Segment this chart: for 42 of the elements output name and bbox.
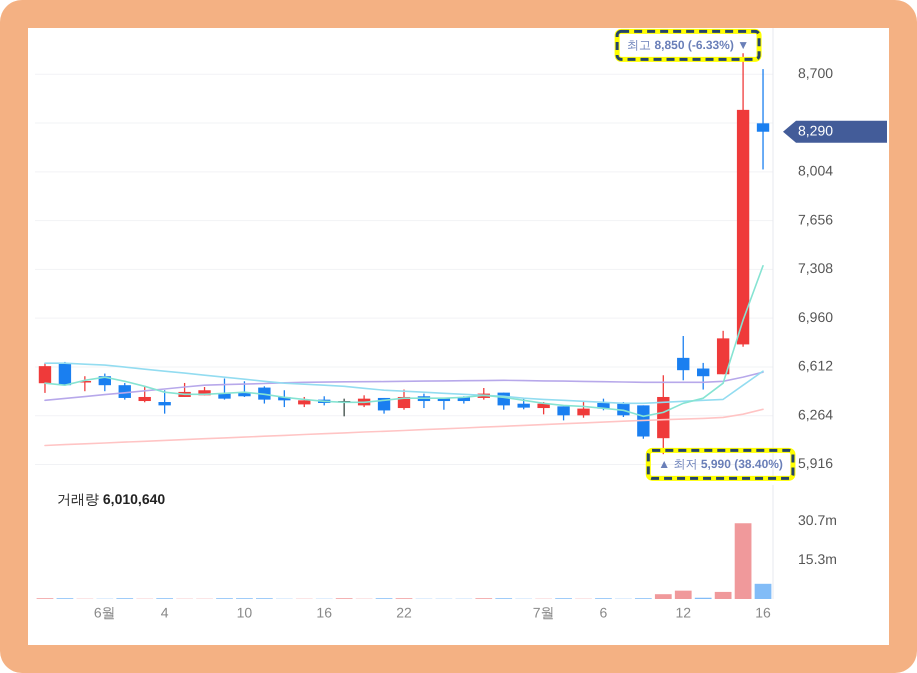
y-tick-label: 8,004 <box>798 162 834 179</box>
annotation: 최고 8,850 (-6.33%) ▼ <box>627 38 750 52</box>
y-tick-label: 6,612 <box>798 358 834 374</box>
x-tick-label: 10 <box>236 604 252 621</box>
x-tick-label: 16 <box>755 604 772 621</box>
bar <box>754 584 772 599</box>
y-tick-label: 6,960 <box>798 308 834 325</box>
bar <box>734 523 752 599</box>
line-series <box>44 371 764 402</box>
candlestick <box>158 390 171 414</box>
y-tick-label: 15.3m <box>798 550 837 567</box>
y-tick-label: 7,308 <box>798 260 834 276</box>
x-tick-label: 16 <box>316 604 332 621</box>
candlestick <box>756 68 770 170</box>
text: 8,290 <box>798 122 834 138</box>
y-tick-label: 8,700 <box>798 64 834 81</box>
bar <box>654 594 672 599</box>
candlestick <box>38 362 52 394</box>
candlestick <box>537 401 550 416</box>
candlestick <box>577 401 590 418</box>
candlestick <box>138 386 151 403</box>
annotation: ▲ 최저 5,990 (38.40%) <box>658 457 783 472</box>
x-tick-label: 4 <box>160 604 169 621</box>
y-tick-label: 5,916 <box>798 455 834 472</box>
candlestick <box>697 362 710 390</box>
line-series <box>44 408 764 446</box>
x-tick-label: 6월 <box>94 604 116 621</box>
candlestick <box>517 397 530 410</box>
x-tick-label: 7월 <box>532 604 555 621</box>
candlestick <box>58 361 72 386</box>
candlestick <box>677 335 690 381</box>
candlestick <box>557 406 570 422</box>
y-tick-label: 30.7m <box>798 512 837 528</box>
bar <box>674 590 692 599</box>
candlestick <box>298 396 310 408</box>
annotation: 거래량 6,010,640 <box>57 490 166 507</box>
x-tick-label: 12 <box>675 604 692 621</box>
x-tick-label: 22 <box>396 604 412 621</box>
y-tick-label: 6,264 <box>798 406 834 422</box>
bar <box>714 592 732 599</box>
x-tick-label: 6 <box>600 604 608 621</box>
y-tick-label: 7,656 <box>798 211 834 228</box>
